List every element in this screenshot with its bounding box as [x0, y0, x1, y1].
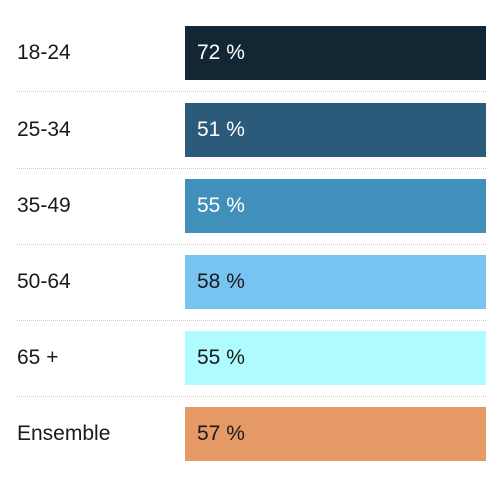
value-label: 55 %: [197, 194, 245, 217]
row-divider: [17, 244, 486, 245]
chart-row: 50-64 58 %: [0, 255, 486, 331]
row-divider: [17, 320, 486, 321]
category-label: Ensemble: [17, 422, 111, 445]
value-label: 72 %: [197, 41, 245, 64]
chart-row: 25-34 51 %: [0, 103, 486, 179]
bar: [185, 179, 486, 233]
category-label: 50-64: [17, 270, 71, 293]
bar: [185, 26, 486, 80]
chart-row: 18-24 72 %: [0, 26, 486, 102]
category-label: 25-34: [17, 118, 71, 141]
category-label: 35-49: [17, 194, 71, 217]
category-label: 65 +: [17, 346, 59, 369]
row-divider: [17, 168, 486, 169]
chart-row: 65 + 55 %: [0, 331, 486, 407]
row-divider: [17, 396, 486, 397]
value-label: 55 %: [197, 346, 245, 369]
chart-row: 35-49 55 %: [0, 179, 486, 255]
bar: [185, 103, 486, 157]
chart-row: Ensemble 57 %: [0, 407, 486, 483]
bar: [185, 407, 486, 461]
category-label: 18-24: [17, 41, 71, 64]
value-label: 51 %: [197, 118, 245, 141]
row-divider: [17, 91, 486, 92]
value-label: 57 %: [197, 422, 245, 445]
bar: [185, 255, 486, 309]
value-label: 58 %: [197, 270, 245, 293]
bar: [185, 331, 486, 385]
